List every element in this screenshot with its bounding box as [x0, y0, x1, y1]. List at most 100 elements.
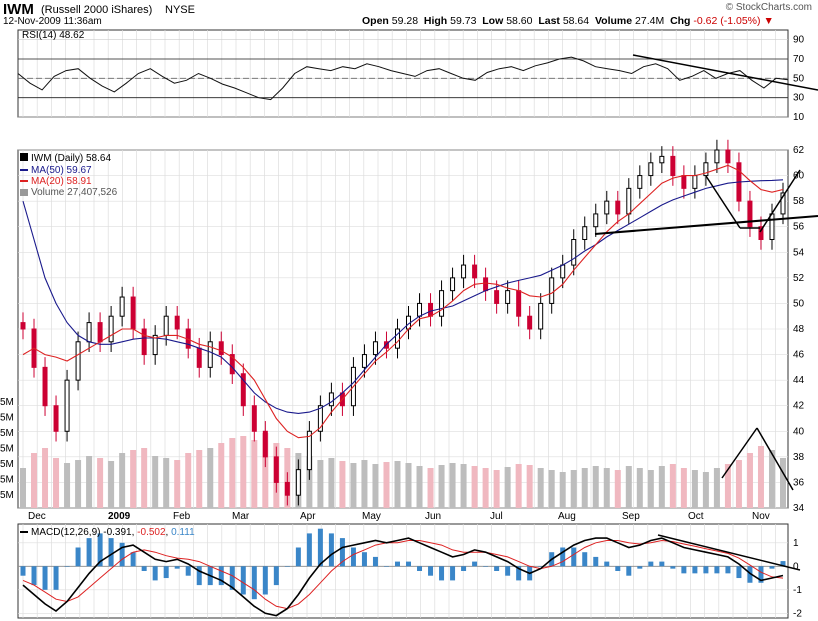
price-tick-label: 62: [793, 145, 805, 156]
ma20-legend: MA(20) 58.91: [31, 176, 92, 187]
candle-body: [758, 226, 764, 240]
candle-body: [780, 192, 786, 215]
macd-histogram-bar: [20, 566, 26, 576]
candle-body: [670, 155, 676, 177]
macd-histogram-bar: [86, 538, 92, 567]
rsi-tick-label: 50: [793, 73, 805, 84]
volume-bar: [570, 470, 577, 508]
candle-body: [295, 469, 301, 496]
last-value: 58.64: [562, 15, 590, 27]
price-tick-label: 54: [793, 247, 805, 258]
macd-histogram-bar: [604, 561, 610, 567]
volume-bar: [515, 464, 522, 508]
macd-histogram-bar: [505, 566, 511, 576]
macd-histogram-bar: [361, 552, 367, 567]
volume-bar: [405, 463, 412, 508]
volume-bar: [724, 464, 731, 508]
candle-body: [141, 328, 147, 356]
candle-body: [483, 277, 489, 292]
support-trendline: [594, 215, 818, 235]
candle-body: [538, 302, 544, 330]
candle-body: [152, 334, 158, 356]
volume-bar: [636, 468, 643, 508]
macd-histogram-bar: [273, 566, 279, 586]
candle-body: [174, 315, 180, 330]
open-label: Open: [362, 15, 389, 27]
x-axis-label: May: [362, 511, 381, 522]
macd-legend-part: -0.502: [137, 527, 166, 538]
macd-histogram-bar: [185, 566, 191, 576]
volume-legend-swatch: [20, 189, 28, 196]
security-name: (Russell 2000 iShares): [41, 4, 153, 16]
candle-body: [703, 162, 709, 177]
macd-histogram-bar: [450, 566, 456, 581]
candle-body: [428, 302, 434, 317]
exchange: NYSE: [165, 4, 195, 16]
macd-histogram-bar: [108, 538, 114, 567]
volume-bar: [339, 461, 346, 508]
candle-body: [494, 290, 500, 304]
volume-bar: [130, 450, 137, 508]
macd-histogram-bar: [141, 566, 147, 571]
macd-histogram-bar: [439, 566, 445, 581]
volume-bar: [262, 433, 269, 508]
macd-line: [22, 537, 784, 617]
price-tick-label: 34: [793, 503, 805, 514]
volume-bar: [614, 470, 621, 508]
candle-body: [163, 315, 169, 336]
candle-body: [229, 354, 235, 375]
macd-legend-part: -0.391: [103, 527, 132, 538]
x-axis-label: Apr: [300, 511, 316, 522]
macd-histogram-bar: [284, 566, 290, 567]
down-arrow-icon: ▼: [760, 15, 774, 27]
candle-body: [42, 366, 48, 407]
volume-bar: [658, 466, 665, 508]
volume-bar: [196, 450, 203, 508]
ma50-legend: MA(50) 59.67: [31, 165, 92, 176]
macd-histogram-bar: [582, 552, 588, 567]
volume-legend: Volume 27,407,526: [31, 187, 118, 198]
volume-bar: [625, 466, 632, 508]
volume-bar: [20, 468, 26, 508]
macd-histogram-bar: [350, 547, 356, 567]
volume-bar: [768, 450, 775, 508]
low-label: Low: [482, 15, 504, 27]
candle-body: [747, 200, 753, 228]
macd-legend-part: ,: [166, 527, 172, 538]
candle-body: [549, 277, 555, 304]
macd-trendline: [657, 534, 801, 571]
volume-bar: [427, 468, 434, 508]
volume-bar: [185, 453, 192, 508]
candle-body: [218, 341, 224, 356]
volume-bar: [482, 468, 489, 508]
macd-histogram-bar: [736, 566, 742, 579]
macd-histogram-bar: [571, 547, 577, 567]
open-value: 59.28: [391, 15, 419, 27]
volume-bar: [713, 468, 720, 508]
x-axis-label: Oct: [688, 511, 704, 522]
candle-body: [130, 296, 136, 330]
candle-body: [328, 392, 334, 407]
volume-bar: [306, 456, 313, 508]
price-tick-label: 58: [793, 196, 805, 207]
candle-body: [207, 341, 213, 368]
ma20-line: [22, 164, 784, 439]
price-tick-label: 36: [793, 477, 805, 488]
macd-histogram-bar: [703, 566, 709, 574]
volume-bar: [471, 466, 478, 508]
x-axis-label: Feb: [173, 511, 191, 522]
macd-histogram-bar: [174, 566, 180, 569]
volume-bar: [152, 456, 159, 508]
price-tick-label: 38: [793, 452, 805, 463]
volume-tick-label: 5M: [0, 397, 14, 408]
macd-histogram-bar: [163, 566, 169, 579]
candle-body: [361, 354, 367, 368]
macd-legend-part: MACD(12,26,9): [31, 527, 103, 538]
candle-body: [86, 322, 92, 343]
volume-bar: [42, 448, 49, 508]
price-tick-label: 42: [793, 401, 805, 412]
macd-signal-line: [22, 539, 784, 610]
candle-body: [240, 373, 246, 407]
volume-tick-label: 5M: [0, 413, 14, 424]
volume-bar: [680, 468, 687, 508]
